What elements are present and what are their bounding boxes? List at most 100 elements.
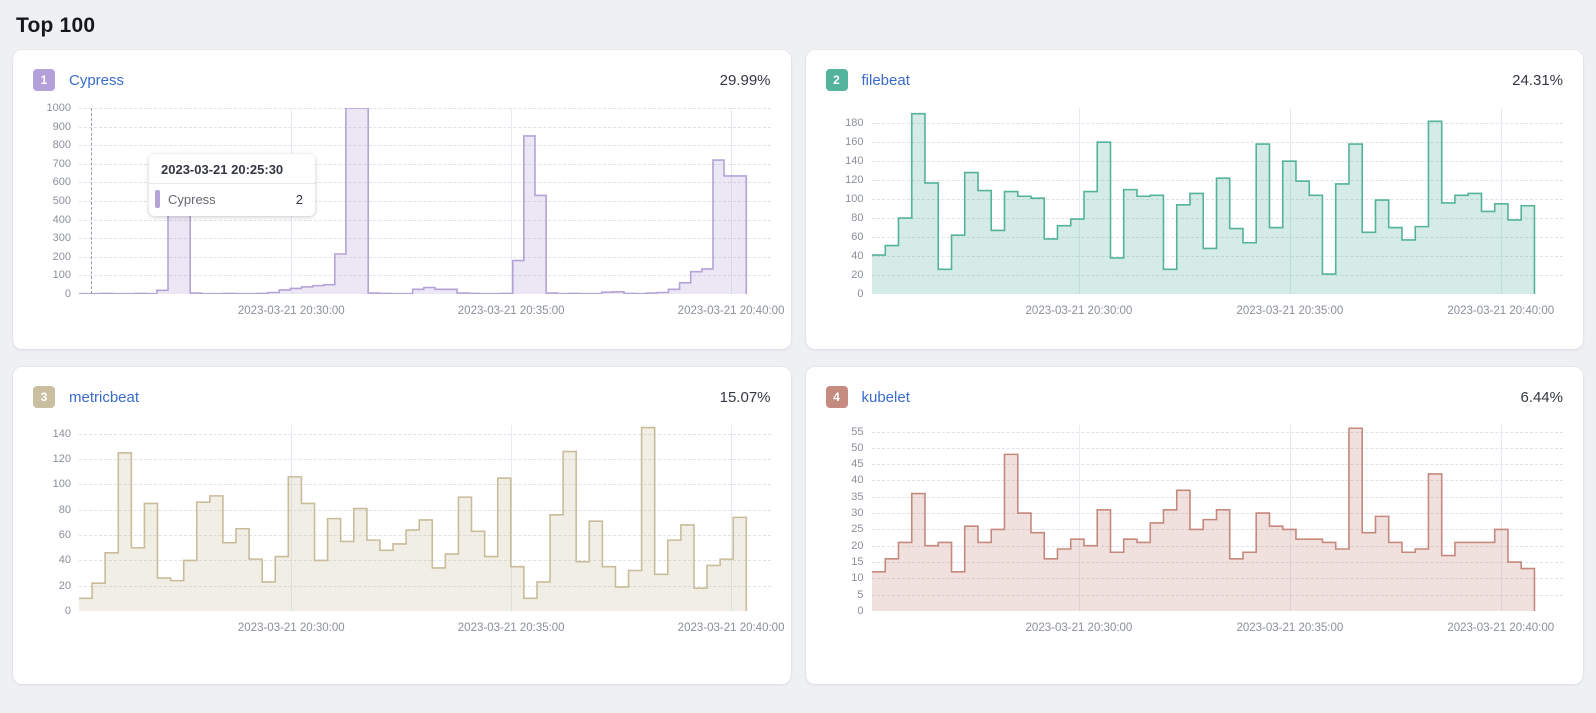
- y-tick-label: 120: [845, 174, 864, 187]
- x-tick-label: 2023-03-21 20:35:00: [1236, 622, 1344, 634]
- x-tick-label: 2023-03-21 20:35:00: [457, 622, 565, 634]
- horizontal-gridline: [79, 509, 771, 511]
- chart-area: 0 20 40 60 80 100 120 140 160 180 2023-03-21 20:3…: [826, 108, 1564, 327]
- series-link-cypress[interactable]: Cypress: [69, 71, 125, 89]
- y-tick-label: 500: [52, 195, 71, 207]
- y-tick-label: 180: [845, 117, 864, 130]
- horizontal-gridline: [871, 447, 1563, 449]
- chart-area: 0 20 40 60 80 100 120 140 2023-03-21 20:30:00 20…: [33, 425, 785, 644]
- percent-value: 15.07%: [719, 388, 771, 406]
- y-tick-label: 45: [851, 458, 864, 471]
- y-tick-label: 5: [857, 588, 864, 601]
- chart-tooltip: 2023-03-21 20:25:30 Cypress 2: [149, 154, 315, 216]
- horizontal-gridline: [79, 459, 771, 461]
- y-tick-label: 140: [845, 155, 864, 168]
- y-tick-label: 40: [851, 474, 864, 487]
- percent-value: 29.99%: [719, 71, 771, 89]
- horizontal-gridline: [871, 161, 1563, 163]
- horizontal-gridline: [871, 123, 1563, 125]
- y-tick-label: 100: [845, 193, 864, 206]
- horizontal-gridline: [871, 496, 1563, 498]
- vertical-gridline: [1078, 108, 1080, 294]
- percent-value: 6.44%: [1520, 388, 1563, 406]
- step-area-series: [871, 108, 1564, 294]
- y-tick-label: 60: [58, 529, 71, 542]
- y-tick-label: 0: [857, 605, 864, 617]
- x-tick-label: 2023-03-21 20:40:00: [1447, 622, 1555, 634]
- horizontal-gridline: [871, 199, 1563, 201]
- x-tick-label: 2023-03-21 20:30:00: [1025, 622, 1133, 634]
- x-tick-label: 2023-03-21 20:30:00: [1025, 305, 1133, 317]
- step-area-plot[interactable]: [871, 425, 1564, 611]
- rank-badge: 3: [33, 386, 55, 408]
- step-area-plot[interactable]: [79, 425, 771, 611]
- vertical-gridline: [291, 425, 293, 611]
- y-tick-label: 1000: [46, 102, 71, 114]
- tooltip-series-name: Cypress: [168, 191, 216, 207]
- x-tick-label: 2023-03-21 20:40:00: [677, 305, 785, 317]
- x-tick-label: 2023-03-21 20:40:00: [1447, 305, 1555, 317]
- vertical-gridline: [511, 425, 513, 611]
- y-axis: 0 20 40 60 80 100 120 140: [33, 425, 79, 617]
- y-axis: 0 100 200 300 400 500 600 700 800 900 1000: [33, 102, 79, 300]
- hover-cursor-line: [90, 108, 92, 294]
- horizontal-gridline: [871, 237, 1563, 239]
- chart-card-grid: 1 Cypress 29.99% 0 100 200 300 400 500 600 700 8…: [0, 50, 1596, 684]
- chart-card-kubelet: 4 kubelet 6.44% 0 5 10 15 20 25 30 35 40 45 50 55 2…: [805, 367, 1583, 684]
- rank-badge: 4: [825, 386, 848, 408]
- y-tick-label: 80: [851, 212, 864, 225]
- horizontal-gridline: [871, 594, 1563, 596]
- step-area-series: [79, 425, 771, 611]
- y-tick-label: 40: [58, 554, 71, 567]
- y-tick-label: 20: [851, 269, 864, 282]
- x-axis-labels: 2023-03-21 20:30:00 2023-03-21 20:35:00 20…: [79, 620, 785, 644]
- chart-card-filebeat: 2 filebeat 24.31% 0 20 40 60 80 100 120 140 160 1…: [805, 50, 1583, 349]
- plot-wrap: 2023-03-21 20:30:00 2023-03-21 20:35:00 20…: [871, 425, 1564, 644]
- series-color-swatch: [155, 190, 160, 208]
- chart-card-cypress: 1 Cypress 29.99% 0 100 200 300 400 500 600 700 8…: [13, 50, 791, 349]
- x-tick-label: 2023-03-21 20:40:00: [677, 622, 785, 634]
- y-tick-label: 300: [52, 232, 71, 245]
- chart-area: 0 100 200 300 400 500 600 700 800 900 1000 2023-03…: [33, 102, 785, 327]
- y-tick-label: 200: [52, 250, 71, 263]
- y-tick-label: 40: [851, 250, 864, 263]
- horizontal-gridline: [79, 560, 771, 562]
- x-axis-labels: 2023-03-21 20:30:00 2023-03-21 20:35:00 20…: [872, 303, 1564, 327]
- y-tick-label: 0: [64, 605, 71, 617]
- card-header: 4 kubelet 6.44%: [825, 385, 1563, 409]
- tooltip-series-value: 2: [295, 191, 303, 207]
- chart-area: 0 5 10 15 20 25 30 35 40 45 50 55 2023-03-21 20:30:…: [826, 425, 1564, 644]
- horizontal-gridline: [871, 545, 1563, 547]
- x-tick-label: 2023-03-21 20:30:00: [237, 622, 345, 634]
- y-tick-label: 15: [851, 556, 864, 569]
- card-header: 1 Cypress 29.99%: [33, 68, 771, 92]
- horizontal-gridline: [871, 464, 1563, 466]
- step-area-series: [79, 108, 771, 294]
- series-link-metricbeat[interactable]: metricbeat: [69, 388, 140, 406]
- y-tick-label: 160: [845, 136, 864, 149]
- plot-wrap: 2023-03-21 20:25:30 Cypress 2 2023-03-21…: [79, 108, 784, 327]
- page-title: Top 100: [16, 14, 96, 37]
- horizontal-gridline: [79, 256, 771, 258]
- horizontal-gridline: [79, 585, 771, 587]
- percent-value: 24.31%: [1512, 71, 1563, 89]
- y-tick-label: 800: [52, 139, 71, 152]
- series-link-kubelet[interactable]: kubelet: [861, 388, 910, 406]
- y-tick-label: 100: [52, 269, 71, 282]
- tooltip-series-row: Cypress 2: [149, 184, 315, 216]
- vertical-gridline: [1078, 425, 1080, 611]
- y-tick-label: 140: [52, 427, 71, 440]
- horizontal-gridline: [79, 433, 771, 435]
- card-header: 3 metricbeat 15.07%: [33, 385, 771, 409]
- step-area-plot[interactable]: 2023-03-21 20:25:30 Cypress 2: [79, 108, 771, 294]
- series-link-filebeat[interactable]: filebeat: [861, 71, 910, 89]
- plot-wrap: 2023-03-21 20:30:00 2023-03-21 20:35:00 20…: [79, 425, 785, 644]
- vertical-gridline: [731, 108, 733, 294]
- step-area-series: [871, 425, 1564, 611]
- horizontal-gridline: [871, 142, 1563, 144]
- step-area-plot[interactable]: [871, 108, 1564, 294]
- horizontal-gridline: [79, 275, 771, 277]
- y-tick-label: 20: [58, 579, 71, 592]
- horizontal-gridline: [79, 163, 771, 165]
- y-tick-label: 60: [851, 231, 864, 244]
